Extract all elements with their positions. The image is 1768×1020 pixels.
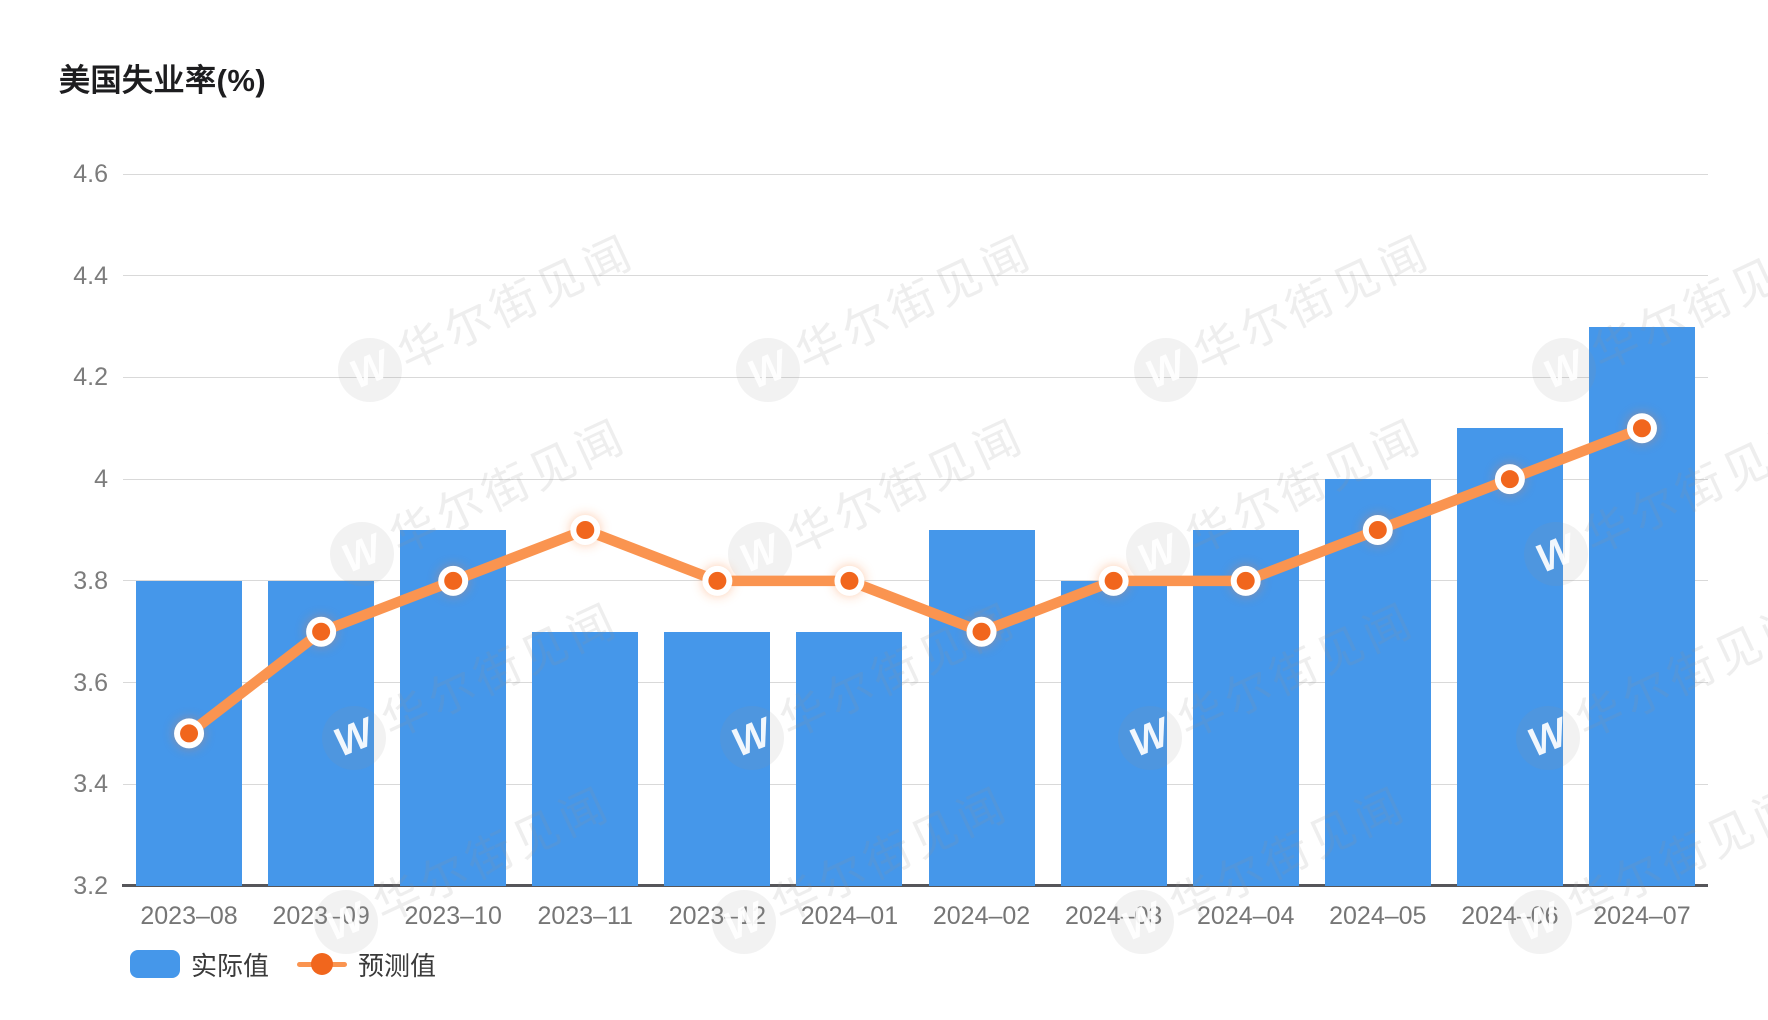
marker-dot-icon xyxy=(180,724,199,743)
marker-2024–06[interactable] xyxy=(1494,464,1525,495)
y-tick-label-3.8: 3.8 xyxy=(73,566,108,595)
marker-dot-icon xyxy=(1632,419,1651,438)
x-tick-label-2023–10: 2023–10 xyxy=(404,902,502,930)
marker-2024–02[interactable] xyxy=(966,616,997,647)
marker-2023–08[interactable] xyxy=(174,718,205,749)
x-axis-line xyxy=(122,884,1708,887)
y-tick-label-3.2: 3.2 xyxy=(73,872,108,900)
x-tick-label-2024–05: 2024–05 xyxy=(1329,902,1427,930)
x-tick-label-2024–02: 2024–02 xyxy=(932,902,1031,930)
marker-2024–07[interactable] xyxy=(1626,413,1657,444)
marker-2023–09[interactable] xyxy=(306,616,337,647)
marker-2024–01[interactable] xyxy=(834,565,865,596)
marker-dot-icon xyxy=(1500,470,1519,489)
x-tick-label-2023–08: 2023–08 xyxy=(140,902,238,930)
y-tick-label-4.2: 4.2 xyxy=(73,363,108,392)
chart-title: 美国失业率(%) xyxy=(59,63,267,98)
bars-layer xyxy=(123,174,1708,886)
y-tick-label-3.6: 3.6 xyxy=(73,668,108,697)
x-tick-label-2024–01: 2024–01 xyxy=(800,902,899,930)
gridline-4 xyxy=(123,478,1708,480)
x-tick-label-2024–07: 2024–07 xyxy=(1593,902,1691,930)
y-tick-label-4: 4 xyxy=(94,465,108,494)
marker-2024–03[interactable] xyxy=(1098,565,1129,596)
bar-2024–01[interactable] xyxy=(796,631,903,886)
legend-actual-swatch[interactable] xyxy=(130,950,180,978)
marker-dot-icon xyxy=(444,571,463,590)
legend: 实际值 预测值 xyxy=(130,949,436,981)
gridline-3.8 xyxy=(123,580,1708,582)
x-tick-label-2023–12: 2023–12 xyxy=(668,902,767,930)
x-tick-label-2023–11: 2023–11 xyxy=(537,902,634,930)
legend-forecast-label[interactable]: 预测值 xyxy=(358,950,437,981)
gridline-4.6 xyxy=(123,173,1708,175)
marker-2023–12[interactable] xyxy=(702,565,733,596)
bar-2023–11[interactable] xyxy=(532,631,639,886)
marker-2023–11[interactable] xyxy=(570,515,601,545)
x-tick-label-2024–06: 2024–06 xyxy=(1461,902,1559,930)
gridline-3.6 xyxy=(123,682,1708,684)
plot-area xyxy=(122,173,1708,887)
legend-forecast-marker[interactable] xyxy=(297,953,348,975)
marker-2024–05[interactable] xyxy=(1362,515,1393,545)
gridline-4.4 xyxy=(123,275,1708,277)
marker-dot-icon xyxy=(576,521,595,539)
y-tick-label-4.6: 4.6 xyxy=(73,160,108,188)
x-tick-label-2024–03: 2024–03 xyxy=(1064,902,1163,930)
marker-dot-icon xyxy=(312,622,331,641)
marker-dot-icon xyxy=(1236,571,1255,590)
marker-dot-icon xyxy=(972,622,991,641)
marker-dot-icon xyxy=(840,571,859,590)
x-tick-label-2023–09: 2023–09 xyxy=(272,902,370,930)
marker-dot-icon xyxy=(1368,521,1387,539)
forecast-line xyxy=(183,423,1648,739)
bar-2024–02[interactable] xyxy=(928,530,1035,886)
bar-2024–03[interactable] xyxy=(1060,580,1167,886)
legend-forecast-dot-icon xyxy=(311,953,334,975)
bar-2023–12[interactable] xyxy=(664,631,771,886)
forecast-line-layer xyxy=(174,413,1657,749)
y-tick-label-3.4: 3.4 xyxy=(73,770,108,799)
y-tick-label-4.4: 4.4 xyxy=(73,261,108,290)
legend-actual-label[interactable]: 实际值 xyxy=(191,950,270,981)
marker-2023–10[interactable] xyxy=(438,565,469,596)
marker-2024–04[interactable] xyxy=(1230,565,1261,596)
marker-dot-icon xyxy=(708,571,727,590)
gridline-3.4 xyxy=(123,783,1708,785)
bar-2024–06[interactable] xyxy=(1456,428,1563,886)
marker-dot-icon xyxy=(1104,571,1123,590)
x-tick-label-2024–04: 2024–04 xyxy=(1197,902,1295,930)
gridline-4.2 xyxy=(123,376,1708,378)
